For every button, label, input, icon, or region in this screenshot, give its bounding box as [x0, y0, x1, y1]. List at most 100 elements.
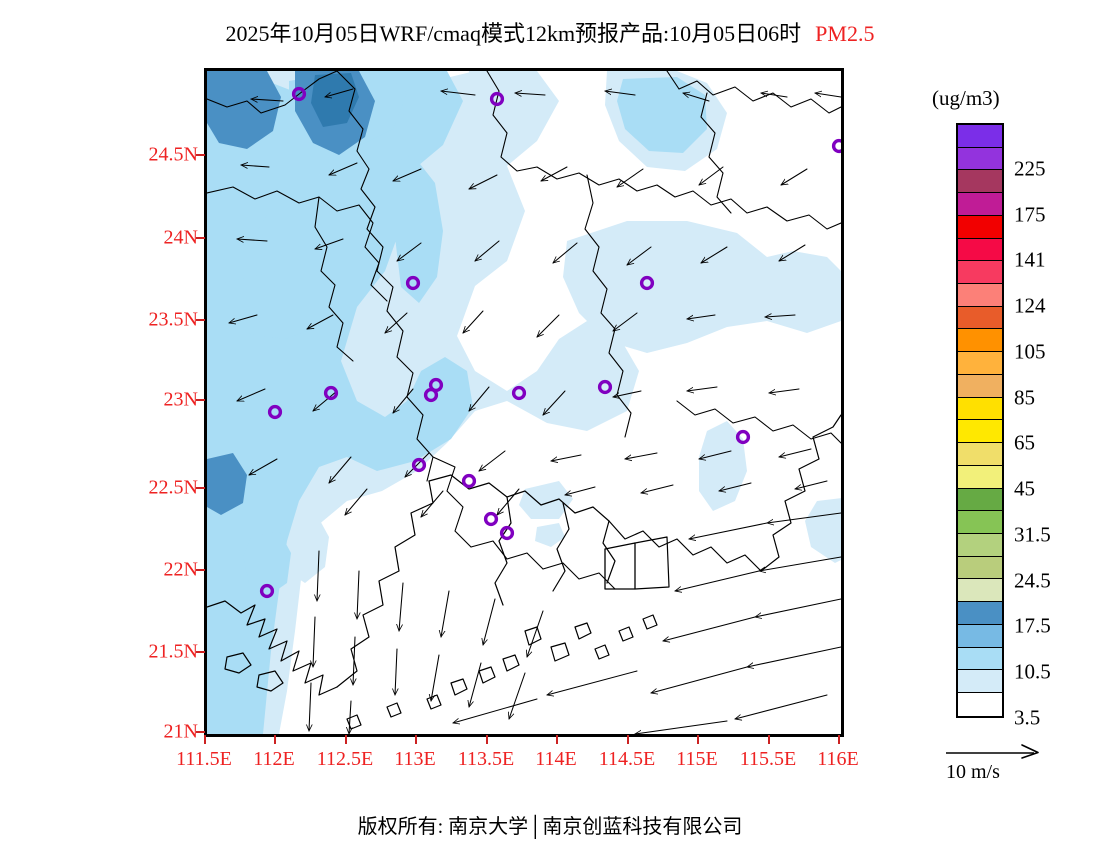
x-axis-tick — [627, 735, 629, 744]
colorbar-tick-label: 3.5 — [1014, 705, 1041, 730]
colorbar-band — [958, 352, 1002, 375]
colorbar-band — [958, 511, 1002, 534]
y-axis-label-4: 22.5N — [148, 476, 198, 499]
station-marker[interactable] — [461, 473, 477, 489]
station-marker[interactable] — [323, 385, 339, 401]
x-axis-label-0: 111.5E — [176, 748, 232, 770]
colorbar-band — [958, 443, 1002, 466]
colorbar-band — [958, 533, 1002, 557]
colorbar-tick-label: 24.5 — [1014, 568, 1051, 593]
colorbar-band — [958, 306, 1002, 330]
x-axis-label-9: 116E — [817, 748, 859, 770]
administrative-boundary-layer — [207, 71, 841, 590]
station-marker-layer[interactable] — [259, 86, 841, 599]
station-marker[interactable] — [483, 511, 499, 527]
colorbar-band — [958, 170, 1002, 194]
y-axis-tick — [196, 154, 205, 156]
station-marker[interactable] — [511, 385, 527, 401]
colorbar-tick-label: 175 — [1014, 202, 1046, 227]
shade-band-10p5-mid-lobe — [221, 271, 333, 339]
x-axis-label-3: 113E — [394, 748, 436, 770]
colorbar-band — [958, 374, 1002, 398]
x-axis-tick — [486, 735, 488, 744]
y-axis-tick — [196, 569, 205, 571]
y-axis-tick — [196, 487, 205, 489]
x-axis-label-1: 112E — [253, 748, 295, 770]
station-marker[interactable] — [259, 583, 275, 599]
copyright-footer: 版权所有: 南京大学│南京创蓝科技有限公司 — [357, 816, 743, 838]
colorbar-band — [958, 329, 1002, 353]
colorbar-band — [958, 647, 1002, 671]
colorbar-band — [958, 488, 1002, 512]
colorbar-band — [958, 125, 1002, 148]
station-marker[interactable] — [831, 138, 841, 154]
colorbar[interactable] — [956, 123, 1004, 718]
x-axis-label-2: 112.5E — [316, 748, 374, 770]
y-axis-tick — [196, 237, 205, 239]
shade-band-3p5-lower-right — [805, 498, 841, 563]
colorbar-tick-label: 17.5 — [1014, 613, 1051, 638]
colorbar-band — [958, 670, 1002, 693]
station-marker[interactable] — [291, 86, 307, 102]
station-marker[interactable] — [499, 525, 515, 541]
x-axis-tick — [204, 735, 206, 744]
station-marker[interactable] — [428, 377, 444, 393]
shade-band-17p5-coast-core — [207, 453, 247, 515]
colorbar-band — [958, 579, 1002, 603]
coastline-layer — [207, 414, 841, 730]
colorbar-band — [958, 420, 1002, 444]
forecast-map-panel[interactable] — [204, 68, 844, 737]
colorbar-band — [958, 602, 1002, 625]
title-variable-label: PM2.5 — [815, 21, 875, 46]
y-axis-label-2: 23.5N — [148, 308, 198, 331]
colorbar-tick-label: 10.5 — [1014, 659, 1051, 684]
station-marker[interactable] — [405, 275, 421, 291]
colorbar-tick-label: 65 — [1014, 430, 1035, 455]
station-marker[interactable] — [411, 457, 427, 473]
colorbar-band — [958, 193, 1002, 216]
x-axis-tick — [838, 735, 840, 744]
station-marker[interactable] — [267, 404, 283, 420]
x-axis-label-7: 115E — [676, 748, 718, 770]
concentration-shading-layer — [207, 71, 841, 734]
x-axis-tick — [768, 735, 770, 744]
y-axis-label-3: 23N — [163, 388, 198, 411]
colorbar-band — [958, 215, 1002, 239]
colorbar-band — [958, 692, 1002, 716]
shade-band-3p5-delta-blob — [519, 481, 573, 519]
colorbar-unit-label: (ug/m3) — [932, 86, 1000, 110]
y-axis-tick — [196, 319, 205, 321]
colorbar-tick-label: 45 — [1014, 476, 1035, 501]
colorbar-band — [958, 397, 1002, 421]
y-axis-tick — [196, 651, 205, 653]
colorbar-band — [958, 556, 1002, 580]
colorbar-tick-label: 124 — [1014, 293, 1046, 318]
shade-band-3p5-coast-patch — [281, 515, 329, 583]
station-marker[interactable] — [639, 275, 655, 291]
shade-band-17p5-north-core2 — [207, 71, 281, 149]
colorbar-band — [958, 238, 1002, 262]
wind-scale-legend: 10 m/s — [942, 742, 1062, 784]
y-axis-label-7: 21N — [163, 720, 198, 743]
title-main-text: 2025年10月05日WRF/cmaq模式12km预报产品:10月05日06时 — [225, 21, 802, 46]
station-marker[interactable] — [489, 91, 505, 107]
x-axis-label-6: 114.5E — [598, 748, 656, 770]
colorbar-tick-label: 105 — [1014, 339, 1046, 364]
colorbar-band — [958, 261, 1002, 285]
colorbar-band — [958, 465, 1002, 489]
shade-band-3p5-mid-east — [563, 221, 841, 353]
y-axis-tick — [196, 399, 205, 401]
map-canvas — [207, 71, 841, 734]
colorbar-band — [958, 284, 1002, 307]
wind-scale-arrow-icon — [946, 744, 1039, 759]
x-axis-tick — [415, 735, 417, 744]
wind-scale-label: 10 m/s — [946, 761, 1000, 783]
x-axis-tick — [345, 735, 347, 744]
shade-band-24p5-core — [311, 73, 359, 127]
y-axis-label-6: 21.5N — [148, 640, 198, 663]
page-title: 2025年10月05日WRF/cmaq模式12km预报产品:10月05日06时 P… — [0, 16, 1100, 48]
station-marker[interactable] — [597, 379, 613, 395]
station-marker[interactable] — [735, 429, 751, 445]
y-axis-label-1: 24N — [163, 226, 198, 249]
x-axis-tick — [556, 735, 558, 744]
